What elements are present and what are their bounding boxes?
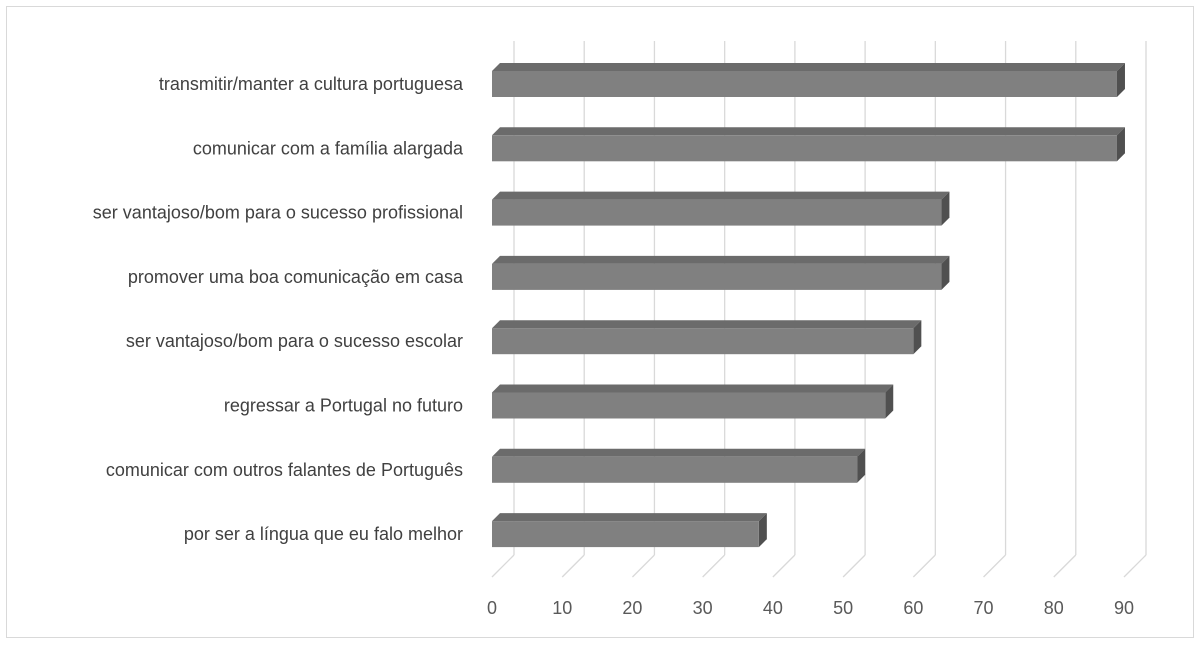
bar-side (857, 448, 866, 483)
bar-top (492, 255, 950, 264)
x-axis-ticks: 0 10 20 30 40 50 60 70 80 90 (487, 598, 1134, 618)
floor-gridline (772, 554, 796, 578)
x-tick-label: 80 (1044, 598, 1064, 618)
bar-top (492, 63, 1125, 71)
floor-gridline (912, 554, 936, 578)
bar (492, 71, 1117, 97)
category-label: comunicar com outros falantes de Portugu… (106, 460, 463, 480)
x-tick-label: 20 (622, 598, 642, 618)
category-label: promover uma boa comunicação em casa (128, 267, 464, 287)
bar-top (492, 320, 922, 329)
bar-side (941, 191, 950, 226)
category-label: ser vantajoso/bom para o sucesso profiss… (93, 203, 463, 223)
category-label: regressar a Portugal no futuro (224, 396, 463, 416)
x-tick-label: 30 (693, 598, 713, 618)
x-tick-label: 40 (763, 598, 783, 618)
bar-side (1116, 127, 1125, 162)
floor-gridline (1123, 554, 1147, 578)
category-label: comunicar com a família alargada (193, 138, 464, 158)
x-tick-label: 10 (552, 598, 572, 618)
bar-top (492, 448, 866, 457)
x-tick-label: 90 (1114, 598, 1134, 618)
bar (492, 521, 759, 548)
floor-gridline (1053, 554, 1077, 578)
bar-side (1116, 63, 1125, 97)
bar-top (492, 127, 1125, 136)
chart-frame: 0 10 20 30 40 50 60 70 80 90 transmitir/manter a … (6, 6, 1194, 638)
x-tick-label: 0 (487, 598, 497, 618)
floor-gridline (983, 554, 1007, 578)
floor-gridline (702, 554, 726, 578)
bars (492, 63, 1125, 548)
bar (492, 392, 886, 419)
bar-top (492, 513, 767, 522)
category-labels: transmitir/manter a cultura portuguesa co… (93, 74, 464, 544)
category-label: transmitir/manter a cultura portuguesa (159, 74, 464, 94)
bar-side (758, 513, 767, 548)
floor-gridline (491, 554, 515, 578)
x-tick-label: 50 (833, 598, 853, 618)
bar-side (941, 255, 950, 290)
bar (492, 456, 858, 483)
x-tick-label: 60 (903, 598, 923, 618)
bar-side (913, 320, 922, 355)
bar (492, 263, 942, 290)
x-tick-label: 70 (974, 598, 994, 618)
bar-top (492, 191, 950, 200)
bar-chart: 0 10 20 30 40 50 60 70 80 90 transmitir/manter a … (93, 41, 1147, 618)
bar-side (885, 384, 894, 419)
category-label: por ser a língua que eu falo melhor (184, 524, 463, 544)
category-label: ser vantajoso/bom para o sucesso escolar (126, 331, 463, 351)
floor-gridline (631, 554, 655, 578)
bar (492, 135, 1117, 162)
bar-top (492, 384, 894, 393)
bar (492, 199, 942, 226)
gridlines (491, 41, 1147, 578)
floor-gridline (561, 554, 585, 578)
floor-gridline (842, 554, 866, 578)
bar (492, 328, 914, 355)
